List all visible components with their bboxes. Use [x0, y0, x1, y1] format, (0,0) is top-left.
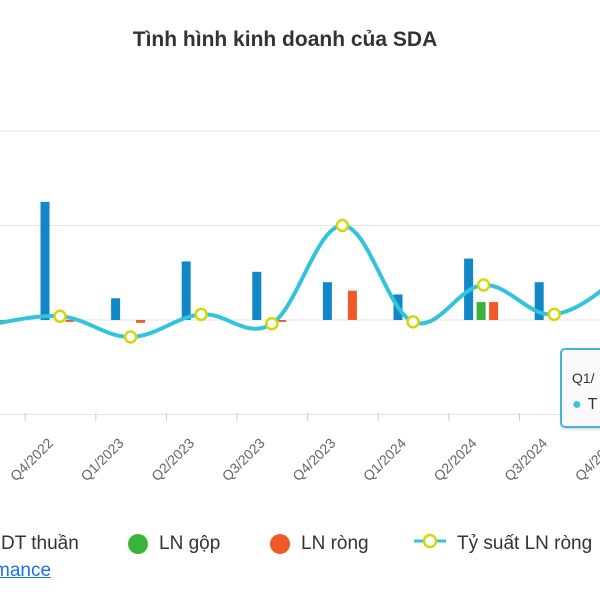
- x-tick-label: Q1/2023: [77, 435, 126, 484]
- line-layer: [0, 218, 600, 344]
- line-series-ty-suat: [0, 223, 600, 340]
- line-marker: [335, 218, 350, 233]
- x-tick-label: Q4/2023: [289, 435, 338, 484]
- bar-dt-thuần: [181, 261, 191, 320]
- line-marker: [547, 307, 561, 322]
- legend-dot-icon: [270, 534, 290, 554]
- bar-layer: [0, 201, 544, 323]
- x-tick-layer: Q4/2022 Q1/2023 Q2/2023 Q3/2023 Q4/2023 Q1/20…: [7, 435, 600, 484]
- legend-item[interactable]: DT thuần: [0, 530, 79, 558]
- x-tick-label: Q4/2024: [572, 435, 600, 484]
- grid-layer: [0, 130, 600, 421]
- line-marker: [476, 278, 491, 292]
- x-tick-label: Q1/2024: [360, 435, 409, 484]
- line-marker: [265, 317, 279, 331]
- bar-ln-ròng: [65, 320, 75, 322]
- x-tick-label: Q2/2023: [148, 435, 197, 484]
- legend-item[interactable]: LN gộp: [128, 530, 220, 558]
- x-tick-label: Q4/2022: [7, 435, 56, 484]
- line-marker: [406, 315, 420, 329]
- bar-ln-ròng: [489, 302, 499, 320]
- bar-ln-gộp: [476, 302, 486, 320]
- legend-label: DT thuần: [1, 533, 79, 554]
- x-tick-label: Q2/2024: [430, 435, 479, 484]
- line-marker: [194, 307, 208, 322]
- tooltip-row: ● T: [572, 396, 597, 414]
- x-tick-label: Q3/2023: [219, 435, 268, 484]
- tooltip-series-dot: ●: [572, 396, 582, 413]
- bar-ln-ròng: [277, 320, 287, 322]
- bar-dt-thuần: [252, 271, 262, 320]
- tooltip: Q1/ ● T: [560, 348, 600, 428]
- line-marker: [53, 309, 67, 323]
- legend-label: LN ròng: [301, 533, 369, 554]
- line-marker: [123, 330, 138, 344]
- bar-dt-thuần: [534, 282, 544, 320]
- legend: DT thuần LN gộp LN ròng Tỷ suất LN ròng: [0, 530, 600, 558]
- tooltip-series-label: T: [587, 396, 598, 413]
- bar-ln-ròng: [136, 320, 146, 323]
- bar-dt-thuần: [111, 298, 121, 320]
- tooltip-header: Q1/: [572, 370, 595, 386]
- legend-line-marker-icon: [414, 531, 446, 557]
- legend-item[interactable]: Tỷ suất LN ròng: [414, 530, 592, 558]
- legend-label: Tỷ suất LN ròng: [457, 533, 593, 554]
- bar-ln-ròng: [347, 290, 357, 320]
- x-tick-label: Q3/2024: [501, 435, 550, 484]
- credit-link[interactable]: mance: [0, 560, 52, 581]
- legend-dot-icon: [128, 534, 148, 554]
- legend-label: LN gộp: [159, 533, 221, 554]
- bar-dt-thuần: [40, 201, 50, 320]
- legend-item[interactable]: LN ròng: [270, 530, 369, 558]
- bar-dt-thuần: [322, 282, 332, 320]
- chart-title: Tình hình kinh doanh của SDA: [132, 28, 438, 51]
